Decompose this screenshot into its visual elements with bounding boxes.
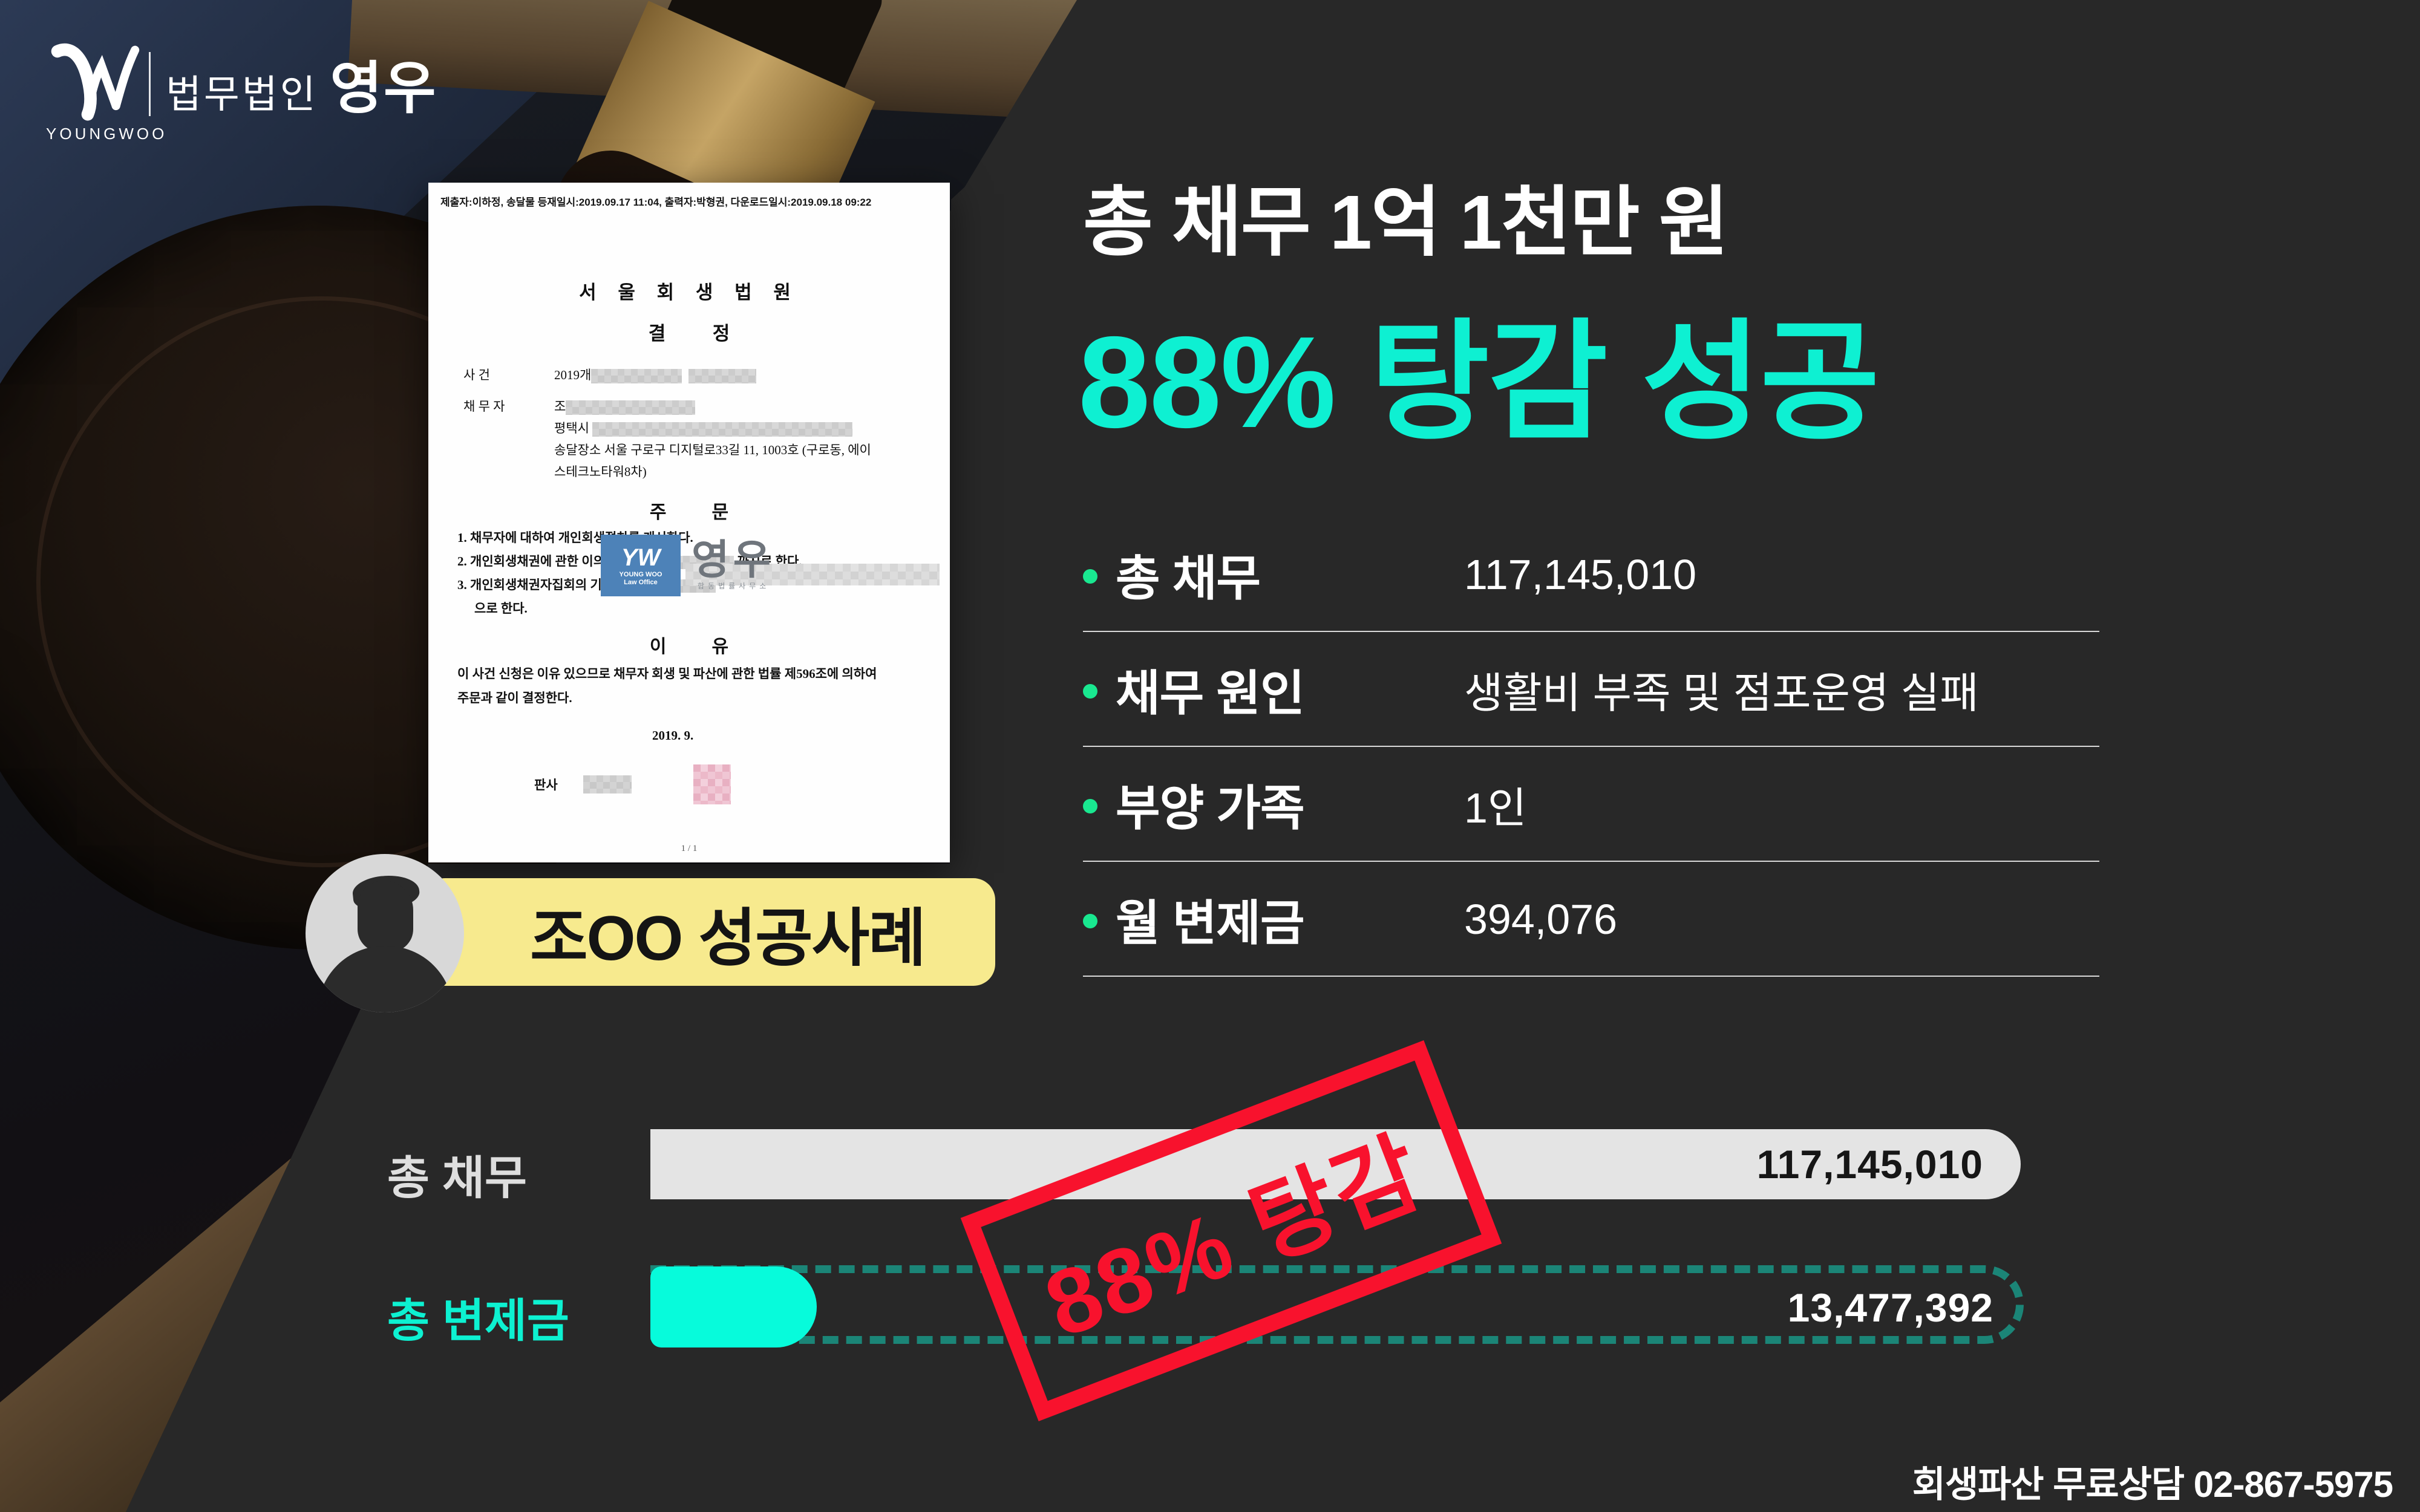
total-repayment-bar (650, 1266, 817, 1347)
brand-lockup: YOUNGWOO 법무법인 영우 (0, 0, 726, 181)
redaction-block (591, 369, 682, 384)
total-debt-bar: 117,145,010 (650, 1129, 2021, 1199)
row-divider (1083, 746, 2099, 747)
detail-row-monthly-repayment: 월 변제금 394,076 (1083, 862, 2178, 977)
watermark-caption-1: YOUNG WOO (619, 571, 662, 578)
detail-label: 월 변제금 (1116, 896, 1305, 950)
reason-section-title: 이 유 (649, 637, 729, 657)
redaction-block (566, 400, 696, 415)
service-address-line2: 스테크노타워8차) (554, 464, 647, 479)
redaction-block (592, 422, 853, 437)
brand-caption: YOUNGWOO (46, 125, 168, 143)
row-divider (1083, 631, 2099, 632)
case-number: 2019개 (554, 368, 592, 382)
detail-value: 1인 (1464, 784, 1527, 832)
reason-line-1: 이 사건 신청은 이유 있으므로 채무자 회생 및 파산에 관한 법률 제596… (457, 666, 877, 681)
case-badge: 조OO 성공사례 (424, 878, 995, 986)
detail-value: 117,145,010 (1464, 551, 1697, 598)
order-section-title: 주 문 (649, 503, 729, 523)
detail-row-debt-cause: 채무 원인 생활비 부족 및 점포운영 실패 (1083, 632, 2178, 747)
watermark-caption-2: Law Office (624, 579, 658, 586)
bullet-icon (1083, 799, 1097, 813)
judge-row: 판사 (534, 764, 731, 804)
total-repayment-bar-value: 13,477,392 (1787, 1285, 1993, 1330)
redaction-block (583, 775, 632, 793)
judge-label: 판사 (534, 778, 558, 792)
bullet-icon (1083, 569, 1097, 584)
avatar-head-shape (358, 881, 413, 952)
document-meta-line: 제출자:이하정, 송달물 등재일시:2019.09.17 11:04, 출력자:… (440, 197, 872, 208)
document-court-title: 서 울 회 생 법 원 (579, 282, 799, 303)
headline-total-debt: 총 채무 1억 1천만 원 (1083, 180, 1729, 265)
detail-value: 생활비 부족 및 점포운영 실패 (1464, 669, 1979, 717)
document-date: 2019. 9. (652, 728, 694, 743)
detail-label: 부양 가족 (1116, 781, 1305, 835)
detail-row-dependents: 부양 가족 1인 (1083, 747, 2178, 862)
judge-stamp (693, 764, 731, 804)
case-badge-label: 조OO 성공사례 (529, 903, 926, 974)
client-avatar (306, 854, 464, 1012)
reason-paragraph: 이 사건 신청은 이유 있으므로 채무자 회생 및 파산에 관한 법률 제596… (457, 662, 926, 710)
firm-name-text: 영우 (330, 57, 437, 120)
debtor-city: 평택시 (554, 421, 589, 435)
youngwoo-logo-icon (51, 43, 140, 121)
case-details-list: 총 채무 117,145,010 채무 원인 생활비 부족 및 점포운영 실패 … (1083, 517, 2178, 977)
chart-label-total-debt: 총 채무 (387, 1153, 527, 1204)
avatar-body-shape (318, 946, 453, 1012)
chart-label-total-repayment: 총 변제금 (387, 1295, 569, 1347)
document-type-title: 결 정 (648, 323, 730, 344)
firm-name-lockup: 법무법인 영우 (166, 42, 437, 125)
row-divider (1083, 861, 2099, 862)
debtor-name: 조 (554, 399, 566, 414)
debtor-label: 채 무 자 (463, 399, 505, 414)
headline-reduction-success: 88% 탕감 성공 (1078, 309, 1880, 455)
service-address-line1: 송달장소 서울 구로구 디지털로33길 11, 1003호 (구로동, 에이 (554, 443, 871, 457)
dark-panel (950, 0, 2420, 1512)
redaction-strip (685, 564, 940, 585)
court-decision-document: 제출자:이하정, 송달물 등재일시:2019.09.17 11:04, 출력자:… (428, 183, 950, 862)
watermark-firm-name: 영우 (692, 537, 775, 583)
redaction-block (688, 369, 756, 384)
youngwoo-watermark-logo: YW YOUNG WOO Law Office (601, 535, 681, 596)
watermark-sub-caption: 합동법률사무소 (698, 582, 770, 590)
watermark-yw-mark: YW (621, 544, 661, 571)
row-divider (1083, 976, 2099, 977)
document-case-block: 사 건 2019개 채 무 자 조 평택시 송달장소 서울 구로구 디지털로33길 … (463, 364, 871, 483)
detail-row-total-debt: 총 채무 117,145,010 (1083, 517, 2178, 632)
detail-value: 394,076 (1464, 896, 1618, 943)
brand-divider (149, 52, 151, 116)
detail-label: 채무 원인 (1116, 666, 1305, 720)
bullet-icon (1083, 684, 1097, 699)
bullet-icon (1083, 914, 1097, 928)
contact-phone: 회생파산 무료상담 02-867-5975 (1912, 1464, 2393, 1505)
youngwoo-watermark: YW YOUNG WOO Law Office 영우 합동법률사무소 (601, 535, 940, 606)
reason-line-2: 주문과 같이 결정한다. (457, 691, 572, 705)
detail-label: 총 채무 (1116, 552, 1261, 605)
case-label: 사 건 (463, 368, 490, 382)
order-item-4: 으로 한다. (474, 601, 528, 616)
firm-type-text: 법무법인 (166, 73, 318, 116)
page-number: 1 / 1 (681, 844, 698, 853)
total-debt-bar-value: 117,145,010 (1756, 1142, 1983, 1187)
